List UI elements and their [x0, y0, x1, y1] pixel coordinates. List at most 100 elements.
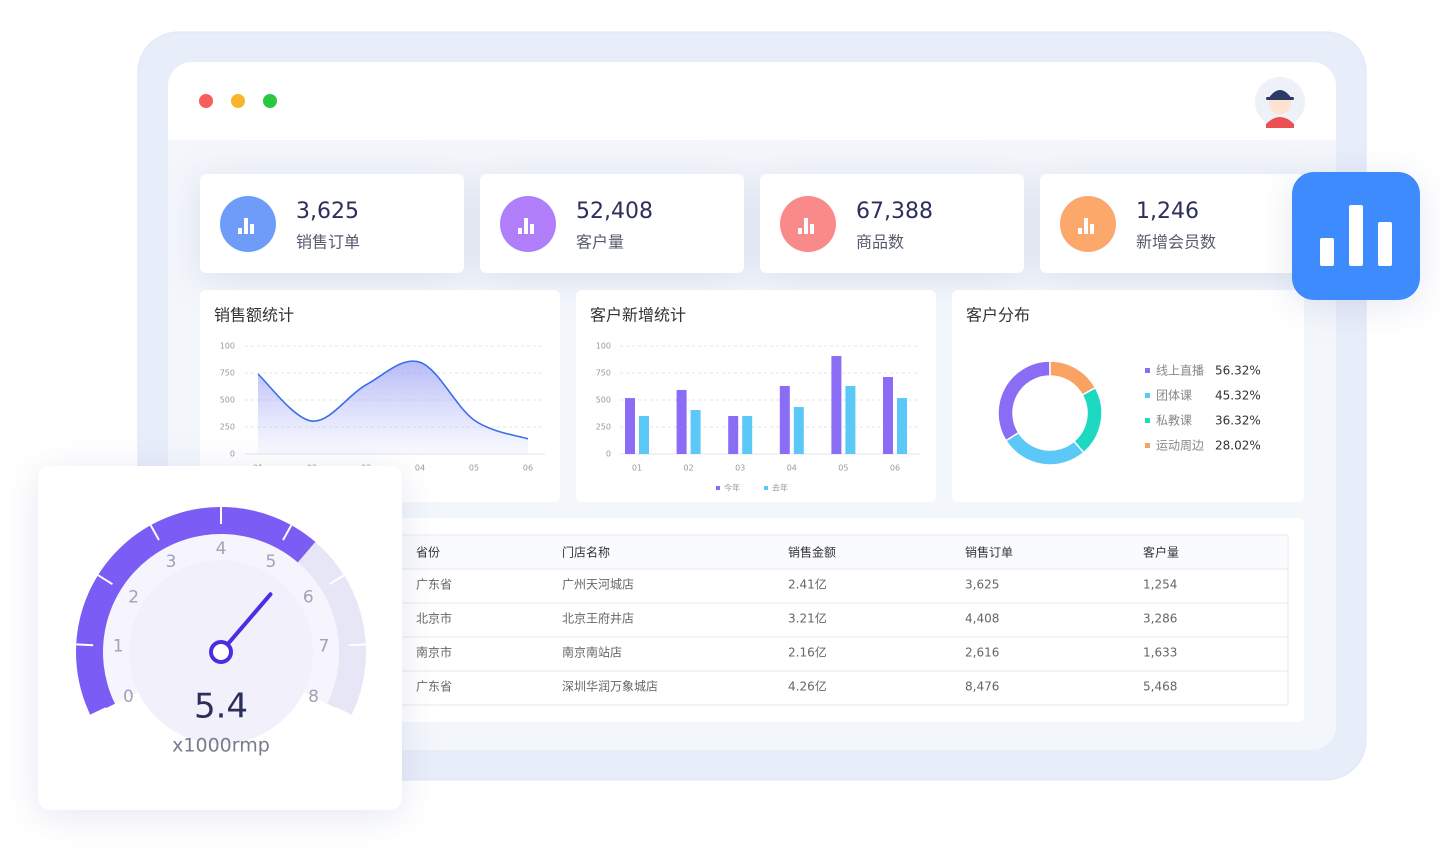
- stat-icon-bar: [250, 224, 254, 234]
- table-cell: 北京市: [416, 611, 452, 626]
- legend-label: 团体课: [1156, 389, 1192, 403]
- gauge-unit: x1000rmp: [172, 735, 270, 757]
- stat-card: [1040, 174, 1304, 273]
- table-cell: 南京市: [416, 645, 452, 660]
- stat-label: 商品数: [856, 233, 904, 252]
- legend-swatch: [1145, 443, 1150, 448]
- gauge-tick-label: 8: [308, 687, 319, 707]
- table-header-cell: 销售订单: [965, 545, 1013, 560]
- data-label: 36.32%: [1215, 414, 1261, 428]
- charts: 销售额统计 0 250 500 750 100 01 02 03 04 05 06 客户新增统计 0 250…: [200, 290, 1304, 502]
- table-cell: 3,625: [965, 578, 999, 592]
- donut-segment: [1049, 360, 1097, 396]
- minimize-dot[interactable]: [231, 94, 245, 108]
- table-header-cell: 销售金额: [788, 545, 836, 560]
- table-cell: 南京南站店: [562, 645, 622, 660]
- gauge-tick-label: 0: [123, 687, 134, 707]
- table-cell: 3.21亿: [788, 611, 827, 626]
- gauge-tick: [149, 524, 160, 541]
- gauge-track: [103, 534, 340, 704]
- y-tick-label: 100: [220, 342, 235, 351]
- bar: [625, 398, 635, 454]
- x-tick-label: 06: [523, 464, 533, 473]
- window-header: [168, 62, 1336, 140]
- stat-value: 3,625: [296, 199, 359, 224]
- stat-label: 销售订单: [296, 233, 360, 252]
- y-tick-label: 500: [596, 396, 611, 405]
- bar: [883, 376, 893, 454]
- table-cell: 8,476: [965, 680, 999, 694]
- x-tick-label: 05: [838, 464, 848, 473]
- gauge-tick-label: 3: [166, 552, 177, 572]
- table-cell: 2,616: [965, 646, 999, 660]
- line: [257, 360, 529, 440]
- table-cell: 5,468: [1143, 680, 1177, 694]
- legend-swatch: [1145, 368, 1150, 373]
- y-tick-label: 250: [596, 423, 611, 432]
- y-tick-label: 250: [220, 423, 235, 432]
- legend-label: 今年: [724, 483, 740, 493]
- gauge-progress: [75, 506, 316, 716]
- table-cell: 广州天河城店: [562, 578, 634, 592]
- chart-title: 销售额统计: [214, 306, 294, 325]
- app-icon[interactable]: [1292, 172, 1420, 300]
- x-tick-label: 01: [632, 464, 642, 473]
- avatar[interactable]: [1255, 77, 1305, 128]
- chart-title: 客户分布: [966, 306, 1030, 325]
- x-tick-label: 02: [684, 464, 694, 473]
- legend-label: 私教课: [1156, 413, 1192, 428]
- gauge-needle: [219, 592, 273, 654]
- gauge-hub: [209, 640, 233, 664]
- bar: [639, 415, 649, 454]
- bar: [690, 410, 701, 454]
- stat-label: 客户量: [576, 233, 624, 252]
- x-tick-label: 04: [415, 464, 425, 473]
- table-header-cell: 省份: [416, 546, 440, 560]
- y-tick-label: 0: [606, 450, 611, 459]
- gauge-tick-label: 7: [318, 637, 329, 657]
- stat-icon-bar: [518, 228, 522, 234]
- stat-cards: 3,625 销售订单 52,408 客户量 67,388 商品数 1,246 新增会员数: [200, 174, 1304, 273]
- gauge-tick-label: 4: [216, 539, 227, 559]
- stat-icon-bar: [1084, 218, 1088, 234]
- maximize-dot[interactable]: [263, 94, 277, 108]
- table-cell: 1,254: [1143, 578, 1177, 592]
- area-fill: [258, 361, 528, 454]
- x-tick-label: 04: [787, 464, 797, 473]
- stat-icon-bar: [530, 224, 534, 234]
- bar: [676, 389, 687, 454]
- stat-card: [480, 174, 744, 273]
- stat-card: [200, 174, 464, 273]
- gauge-tick-label: 5: [266, 552, 277, 572]
- y-tick-label: 750: [596, 369, 611, 378]
- y-tick-label: 0: [230, 450, 235, 459]
- legend-swatch: [1145, 393, 1150, 398]
- bar: [779, 385, 790, 454]
- table-header-cell: 客户量: [1143, 545, 1179, 560]
- table-cell: 4.26亿: [788, 679, 827, 694]
- stat-icon-bar: [1078, 228, 1082, 234]
- bar: [831, 356, 842, 454]
- table-cell: 4,408: [965, 612, 999, 626]
- stat-value: 1,246: [1136, 199, 1199, 224]
- table-cell: 广东省: [416, 680, 452, 694]
- stat-value: 67,388: [856, 199, 933, 224]
- close-dot[interactable]: [199, 94, 213, 108]
- gauge-value: 5.4: [194, 687, 248, 727]
- x-tick-label: 03: [735, 464, 745, 473]
- gauge-tick: [90, 707, 107, 717]
- gauge-tick: [348, 643, 366, 647]
- table-cell: 北京王府井店: [562, 611, 634, 626]
- stat-icon-bar: [1090, 224, 1094, 234]
- table-cell: 深圳华润万象城店: [562, 680, 658, 694]
- bar: [793, 407, 804, 454]
- x-tick-label: 06: [890, 464, 900, 473]
- legend-label: 线上直播: [1156, 364, 1204, 378]
- chart-title: 客户新增统计: [590, 306, 686, 325]
- stat-label: 新增会员数: [1136, 233, 1216, 252]
- gauge-tick-label: 1: [113, 637, 124, 657]
- gauge-tick: [335, 707, 352, 717]
- stat-icon-bar: [798, 228, 802, 234]
